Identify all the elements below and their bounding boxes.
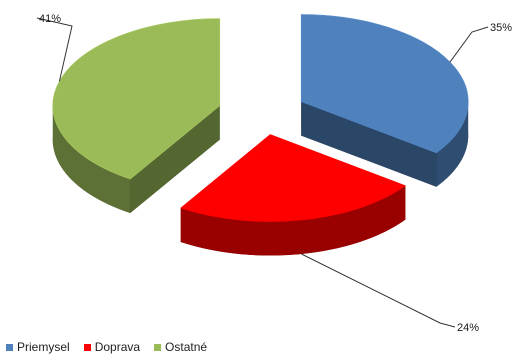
legend-item-doprava: Doprava [83, 340, 141, 354]
legend-swatch-doprava [83, 343, 91, 351]
legend-swatch-priemysel [6, 343, 13, 351]
leader-line-doprava [301, 253, 456, 328]
legend-item-priemysel: Priemysel [6, 340, 70, 354]
pie-slice-doprava [180, 134, 406, 256]
leader-line-priemysel [449, 26, 489, 63]
data-label-doprava: 24% [457, 322, 479, 334]
legend-item-ostatne: Ostatné [154, 340, 207, 354]
legend-label-doprava: Doprava [94, 340, 141, 354]
legend-label-priemysel: Priemysel [17, 340, 70, 354]
legend-label-ostatne: Ostatné [165, 340, 208, 354]
legend-swatch-ostatne [154, 343, 162, 351]
leader-line-ostatne [36, 17, 73, 82]
pie-slice-ostatne [52, 18, 221, 214]
data-label-priemysel: 35% [490, 22, 512, 34]
chart-legend: Priemysel Doprava Ostatné [6, 340, 207, 354]
pie-slice-priemysel [300, 14, 469, 187]
data-label-ostatne: 41% [39, 13, 61, 25]
